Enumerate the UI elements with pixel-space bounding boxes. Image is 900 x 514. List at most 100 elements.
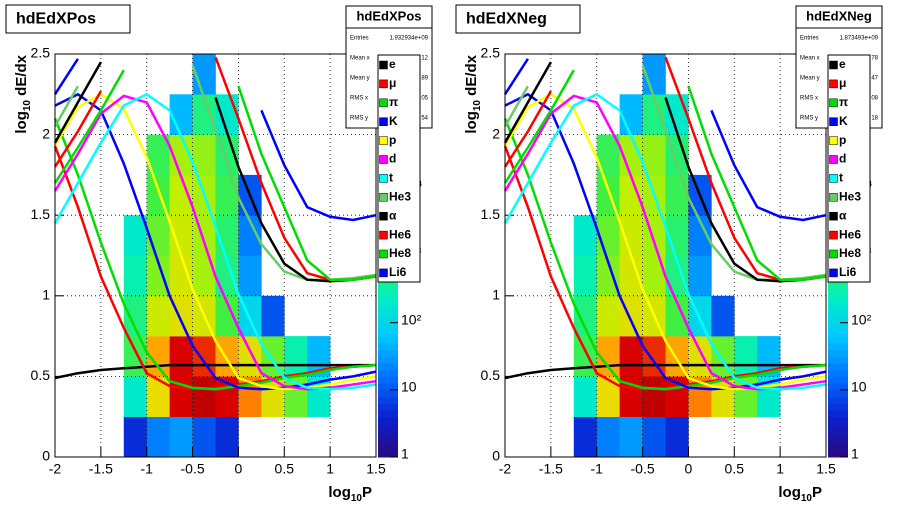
x-axis-label-tail: P	[362, 484, 372, 501]
legend-marker	[379, 193, 388, 202]
stats-label: Entries	[350, 36, 369, 42]
colorbar-slice	[828, 409, 848, 418]
stats-value: 05	[421, 96, 428, 102]
stats-value: 18	[871, 116, 878, 122]
heat-cell	[642, 94, 666, 135]
colorbar-slice	[378, 329, 398, 337]
colorbar-slice	[828, 356, 848, 364]
heat-cell	[573, 376, 598, 417]
legend-label: d	[839, 152, 846, 166]
heat-cell	[573, 215, 598, 256]
heat-cell	[619, 94, 643, 135]
heat-cell	[573, 295, 598, 337]
colorbar-slice	[378, 450, 398, 458]
colorbar-slice	[378, 362, 398, 371]
legend-marker	[829, 230, 838, 240]
x-tick-label: 1	[326, 461, 334, 477]
legend-label: Li6	[839, 265, 857, 279]
x-tick-label: 1.5	[366, 461, 386, 477]
legend-marker	[379, 249, 388, 259]
title-box	[5, 4, 131, 34]
y-tick-label: 2.5	[481, 45, 501, 61]
colorbar-slice	[828, 342, 848, 351]
x-tick-label: -1.5	[89, 461, 113, 477]
colorbar-slice	[828, 282, 848, 290]
legend-marker	[379, 230, 388, 240]
heat-cell	[688, 255, 712, 297]
heat-cell	[215, 416, 239, 458]
colorbar-slice	[828, 396, 848, 404]
panel: -2 -1.5 -1 -0.5 0 0.5 1 1.500.511.522.5log10Plo…	[455, 4, 883, 504]
stats-label: RMS x	[800, 96, 818, 102]
heat-cell	[123, 295, 148, 337]
y-tick-label: 0.5	[31, 367, 51, 383]
stats-value: 1.932934e+09	[389, 36, 428, 42]
legend-label: π	[839, 95, 848, 109]
colorbar-slice	[378, 356, 398, 364]
colorbar-slice	[378, 403, 398, 411]
stats-title: hdEdXNeg	[806, 8, 872, 23]
colorbar-slice	[828, 443, 848, 451]
stats-value: 78	[871, 56, 878, 62]
stats-label: Mean x	[350, 56, 370, 62]
panel: -2 -1.5 -1 -0.5 0 0.5 1 1.500.511.522.5log10Plo…	[5, 4, 433, 504]
heat-cell	[619, 134, 643, 176]
heat-cell	[123, 255, 148, 297]
stats-label: Mean x	[800, 56, 820, 62]
colorbar-slice	[828, 336, 848, 344]
y-axis-label-sub: 10	[22, 100, 33, 112]
y-tick-label: 2	[492, 125, 500, 141]
colorbar-slice	[378, 389, 398, 398]
heat-cell	[619, 255, 643, 297]
x-tick-label: 0.5	[275, 461, 295, 477]
heat-cell	[261, 336, 285, 377]
x-tick-label: 0.5	[725, 461, 745, 477]
legend-marker	[379, 98, 388, 108]
legend-marker	[379, 60, 388, 70]
heat-cell	[573, 255, 598, 297]
legend-marker	[829, 79, 838, 89]
legend-label: He3	[389, 189, 411, 203]
legend-marker	[379, 268, 388, 278]
stats-label: Mean y	[350, 76, 370, 82]
legend-label: t	[389, 171, 393, 185]
colorbar-slice	[378, 430, 398, 438]
colorbar-slice	[378, 423, 398, 431]
colorbar-slice	[378, 376, 398, 384]
y-axis-label-main: log	[463, 111, 480, 134]
legend-label: π	[389, 95, 398, 109]
colorbar-slice	[378, 409, 398, 418]
legend-label: He8	[839, 246, 861, 260]
colorbar-slice	[828, 376, 848, 384]
heat-cell	[169, 174, 193, 216]
colorbar-slice	[828, 430, 848, 438]
x-axis-label-main: log	[778, 484, 801, 501]
colorbar-slice	[378, 295, 398, 304]
x-tick-label: -2	[499, 461, 512, 477]
heat-cell	[169, 94, 193, 135]
title-box	[455, 4, 581, 34]
heat-cell	[238, 255, 262, 297]
colorbar-slice	[828, 309, 848, 317]
heat-cell	[215, 255, 239, 297]
stats-value: 54	[421, 116, 428, 122]
colorbar-slice	[378, 383, 398, 391]
colorbar-slice	[378, 369, 398, 377]
stats-label: Mean y	[800, 76, 820, 82]
z-tick-label: 10²	[401, 311, 422, 327]
heat-cell	[711, 336, 735, 377]
heat-cell	[146, 295, 170, 337]
heat-cell	[192, 255, 216, 297]
colorbar-slice	[828, 416, 848, 424]
stats-label: RMS x	[350, 96, 368, 102]
heat-cell	[169, 336, 193, 377]
curve	[503, 69, 827, 281]
y-tick-label: 1	[492, 287, 500, 303]
heat-cell	[665, 295, 689, 337]
heat-cell	[619, 416, 643, 458]
colorbar-slice	[378, 336, 398, 344]
heat-cell	[642, 416, 666, 458]
legend-marker	[829, 155, 838, 164]
curve	[503, 58, 827, 222]
z-tick-label: 10	[851, 379, 867, 395]
